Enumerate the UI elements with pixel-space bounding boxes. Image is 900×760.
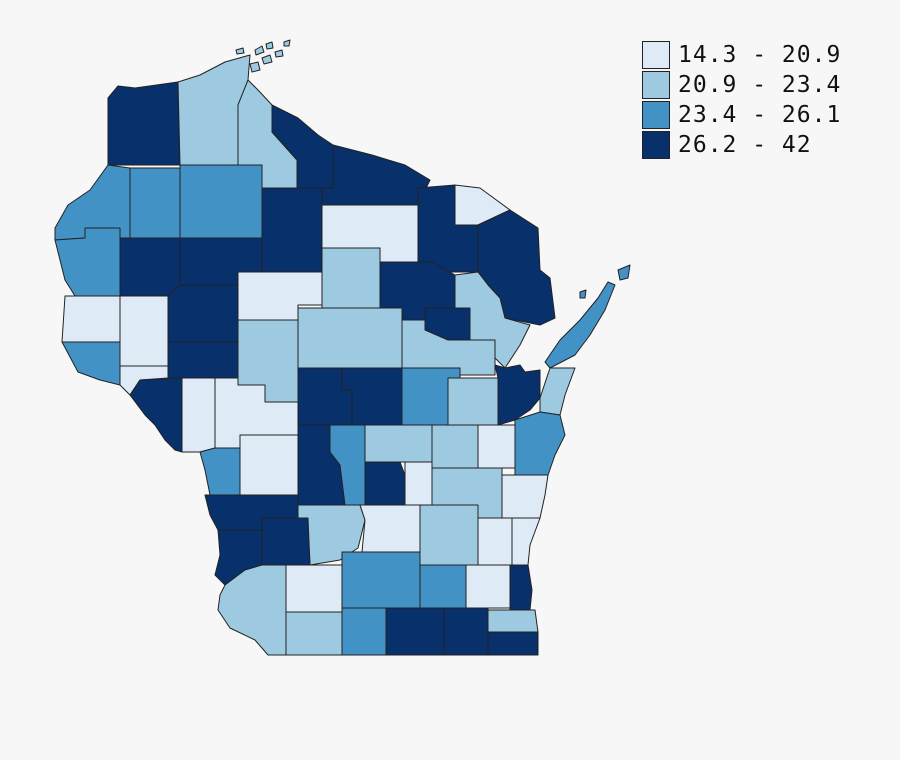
- island: [283, 39, 291, 47]
- county-walworth[interactable]: [443, 607, 489, 656]
- county-outagamie[interactable]: [447, 377, 499, 426]
- legend-item: 23.4 - 26.1: [642, 100, 841, 130]
- island: [249, 61, 261, 73]
- legend-item: 14.3 - 20.9: [642, 40, 841, 70]
- legend-label: 20.9 - 23.4: [678, 72, 842, 98]
- legend-label: 14.3 - 20.9: [678, 42, 842, 68]
- county-kewaunee[interactable]: [539, 367, 576, 416]
- county-lafayette[interactable]: [285, 611, 343, 656]
- county-pierce[interactable]: [61, 341, 121, 386]
- island: [254, 45, 265, 56]
- county-dane[interactable]: [341, 551, 421, 609]
- county-jefferson[interactable]: [419, 564, 467, 609]
- legend-swatch: [642, 131, 670, 159]
- county-stcroix[interactable]: [61, 295, 121, 343]
- county-waukesha[interactable]: [465, 564, 511, 609]
- legend-item: 26.2 - 42: [642, 130, 841, 160]
- county-sheboygan[interactable]: [501, 474, 549, 519]
- county-calumet[interactable]: [477, 424, 516, 469]
- county-chippewa[interactable]: [167, 284, 239, 343]
- county-marquette[interactable]: [364, 461, 406, 506]
- county-racine[interactable]: [487, 609, 539, 633]
- county-barron[interactable]: [119, 237, 181, 297]
- county-iowa[interactable]: [285, 564, 343, 613]
- county-ozaukee[interactable]: [511, 517, 541, 566]
- island: [265, 41, 274, 50]
- legend-item: 20.9 - 23.4: [642, 70, 841, 100]
- county-green[interactable]: [341, 607, 387, 656]
- island: [261, 54, 273, 65]
- county-price[interactable]: [261, 187, 323, 273]
- legend-swatch: [642, 41, 670, 69]
- legend-label: 23.4 - 26.1: [678, 102, 842, 128]
- legend-swatch: [642, 101, 670, 129]
- county-vilas[interactable]: [321, 144, 431, 206]
- island: [235, 47, 245, 55]
- county-lincoln[interactable]: [321, 247, 381, 309]
- county-door[interactable]: [544, 281, 616, 369]
- county-lacrosse[interactable]: [199, 447, 241, 496]
- county-richland[interactable]: [261, 517, 311, 566]
- county-eauclaire[interactable]: [167, 341, 239, 381]
- county-greenlake[interactable]: [404, 461, 433, 506]
- island: [579, 289, 587, 299]
- county-washburn[interactable]: [129, 167, 181, 239]
- legend-label: 26.2 - 42: [678, 132, 812, 158]
- county-buffalo[interactable]: [129, 377, 183, 453]
- island: [274, 49, 284, 58]
- county-trempealeau[interactable]: [181, 377, 216, 453]
- county-washington[interactable]: [477, 517, 513, 566]
- county-waushara[interactable]: [364, 424, 433, 463]
- county-monroe[interactable]: [239, 434, 299, 496]
- apostle-islands: [235, 39, 631, 299]
- legend-swatch: [642, 71, 670, 99]
- county-grant[interactable]: [217, 564, 287, 656]
- county-winnebago[interactable]: [431, 424, 479, 469]
- county-rock[interactable]: [385, 607, 445, 656]
- map-legend: 14.3 - 20.9 20.9 - 23.4 23.4 - 26.1 26.2…: [642, 40, 841, 160]
- county-sawyer[interactable]: [179, 164, 263, 239]
- county-dunn[interactable]: [119, 295, 169, 367]
- county-milwaukee[interactable]: [509, 564, 533, 611]
- county-manitowoc[interactable]: [514, 411, 566, 476]
- county-kenosha[interactable]: [487, 631, 539, 656]
- county-douglas[interactable]: [107, 81, 181, 166]
- county-marathon[interactable]: [297, 307, 403, 369]
- county-columbia[interactable]: [359, 504, 421, 553]
- island: [617, 264, 631, 281]
- county-dodge[interactable]: [419, 504, 479, 566]
